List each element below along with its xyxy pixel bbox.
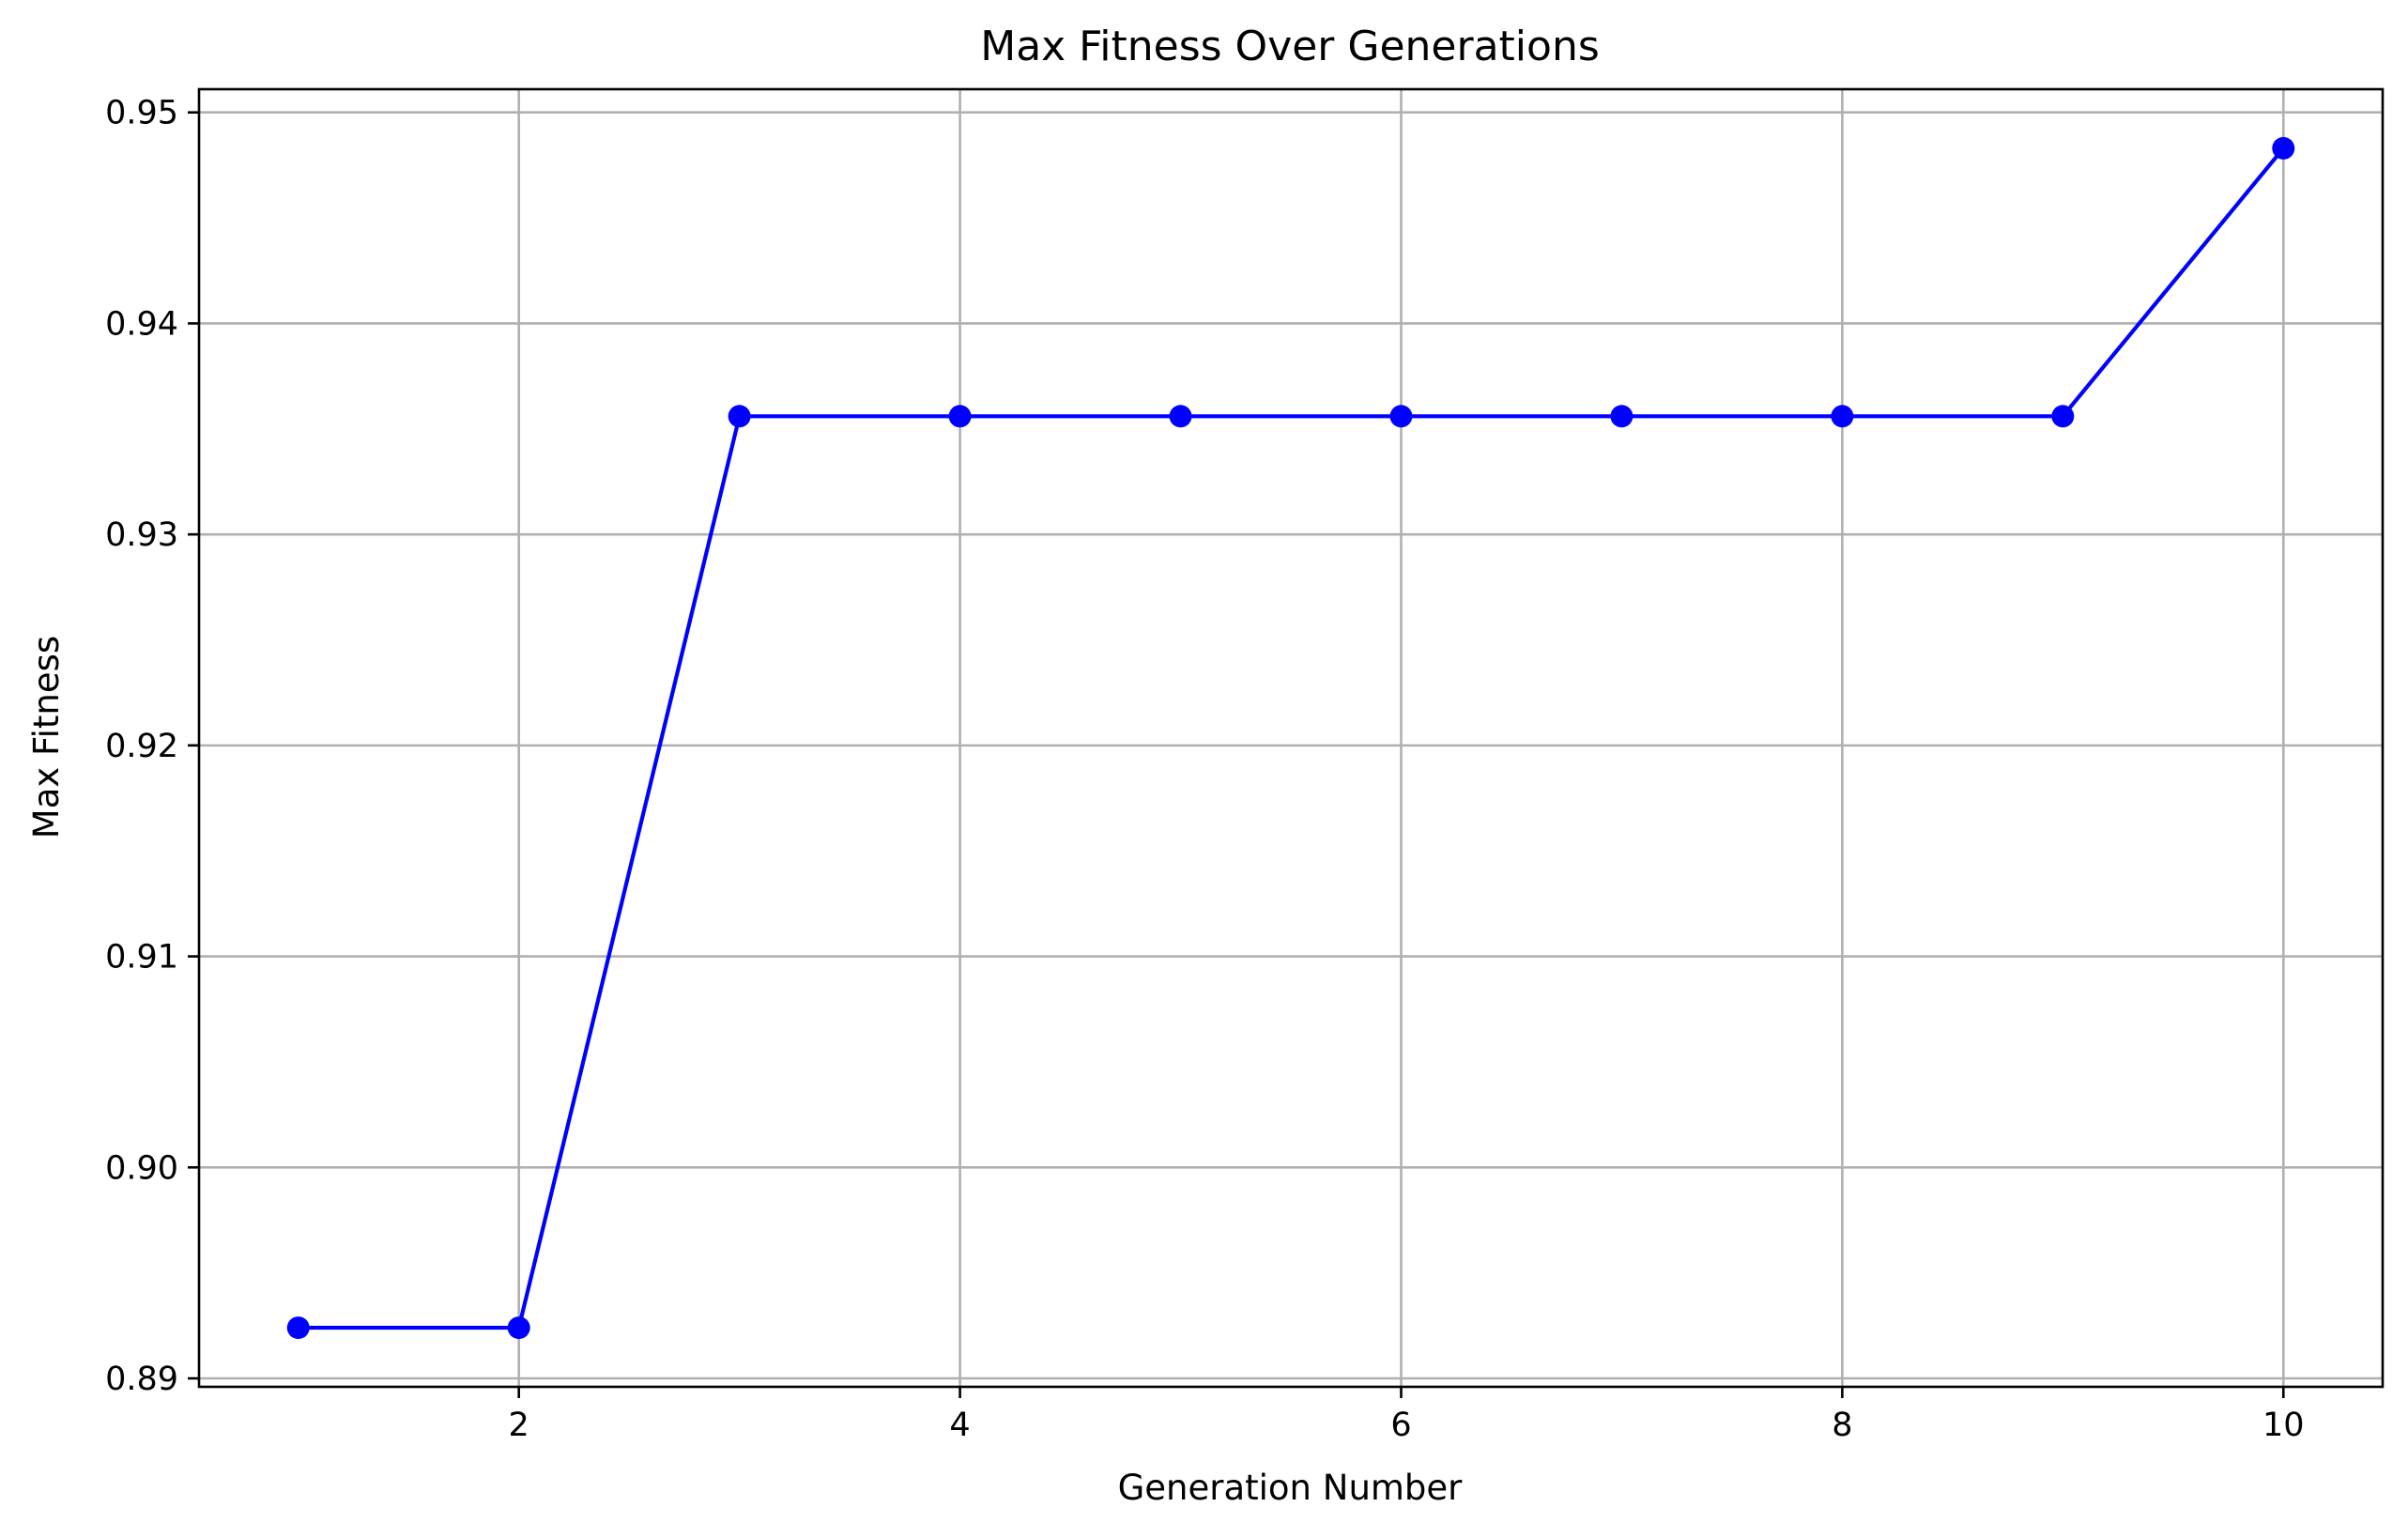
x-axis-label: Generation Number [1118,1468,1464,1508]
data-point [1831,405,1854,428]
series-line [296,146,2286,1330]
y-tick-label: 0.95 [105,95,178,132]
data-point [286,1316,310,1340]
plot-frame [197,87,2385,1389]
data-point [1169,405,1192,428]
y-tick-label: 0.93 [105,516,178,554]
y-tick-label: 0.92 [105,728,178,765]
data-point [2051,405,2075,428]
x-tick-label: 8 [1832,1407,1852,1444]
y-tick-label: 0.91 [105,939,178,977]
series [286,136,2295,1340]
data-point [1610,405,1633,428]
x-tick-label: 4 [949,1407,970,1444]
grid-lines [199,89,2383,1387]
y-tick-label: 0.94 [105,305,178,343]
axes: 2 4 6 8 10 0.89 0.90 0.91 0.92 0.93 0.94 0.95 [105,87,2385,1444]
data-point [1389,405,1413,428]
x-tick-label: 6 [1390,1407,1411,1444]
x-tick-label: 10 [2262,1407,2305,1444]
data-point [728,405,751,428]
y-tick-label: 0.90 [105,1149,178,1187]
chart-title: Max Fitness Over Generations [980,23,1600,70]
x-tick-label: 2 [509,1407,529,1444]
y-axis-label: Max Fitness [26,636,67,838]
data-point [2272,136,2295,160]
data-point [507,1316,530,1340]
y-tick-label: 0.89 [105,1361,178,1398]
data-point [948,405,972,428]
